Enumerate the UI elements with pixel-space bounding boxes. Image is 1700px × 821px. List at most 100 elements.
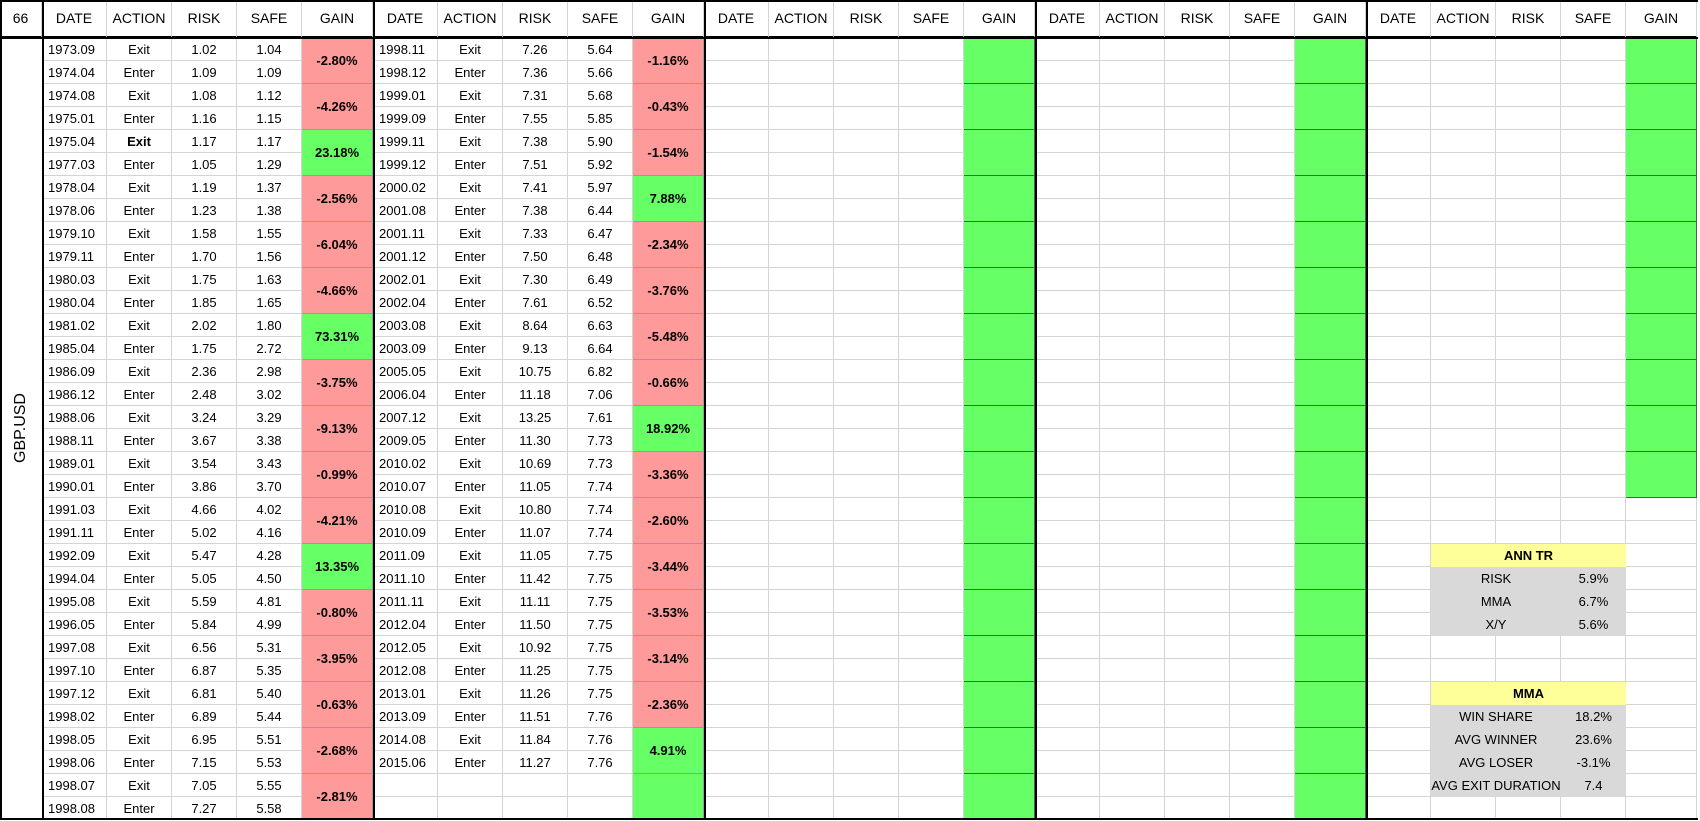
cell-risk[interactable]: 7.50 [503, 245, 568, 268]
gain-cell-empty[interactable] [964, 314, 1035, 360]
empty-cell[interactable] [1366, 222, 1431, 245]
cell-risk[interactable]: 6.81 [172, 682, 237, 705]
empty-cell[interactable] [899, 199, 964, 222]
cell-date[interactable]: 1994.04 [42, 567, 107, 590]
empty-cell[interactable] [1165, 153, 1230, 176]
empty-cell[interactable] [1230, 728, 1295, 751]
cell-action[interactable]: Enter [107, 291, 172, 314]
empty-cell[interactable] [1431, 797, 1496, 820]
empty-cell[interactable] [1165, 475, 1230, 498]
empty-cell[interactable] [769, 613, 834, 636]
cell-risk[interactable]: 2.48 [172, 383, 237, 406]
empty-cell[interactable] [1496, 268, 1561, 291]
cell-safe[interactable]: 5.68 [568, 84, 633, 107]
cell-action[interactable]: Exit [438, 314, 503, 337]
cell-risk[interactable]: 11.27 [503, 751, 568, 774]
empty-cell[interactable] [834, 107, 899, 130]
empty-cell[interactable] [1230, 797, 1295, 820]
empty-cell[interactable] [1496, 199, 1561, 222]
empty-cell[interactable] [1035, 521, 1100, 544]
cell-safe[interactable]: 5.31 [237, 636, 302, 659]
cell-safe[interactable]: 3.29 [237, 406, 302, 429]
cell-date[interactable]: 1986.09 [42, 360, 107, 383]
empty-cell[interactable] [1230, 107, 1295, 130]
empty-cell[interactable] [1561, 176, 1626, 199]
cell-risk[interactable]: 2.02 [172, 314, 237, 337]
empty-cell[interactable] [1496, 475, 1561, 498]
empty-cell[interactable] [568, 797, 633, 820]
cell-action[interactable]: Exit [107, 406, 172, 429]
empty-cell[interactable] [769, 636, 834, 659]
cell-action[interactable]: Enter [438, 705, 503, 728]
empty-cell[interactable] [1626, 613, 1697, 636]
header-risk[interactable]: RISK [834, 0, 899, 38]
empty-cell[interactable] [1366, 130, 1431, 153]
cell-action[interactable]: Exit [107, 636, 172, 659]
cell-risk[interactable]: 6.56 [172, 636, 237, 659]
cell-risk[interactable]: 1.58 [172, 222, 237, 245]
cell-date[interactable]: 2010.02 [373, 452, 438, 475]
empty-cell[interactable] [1366, 245, 1431, 268]
empty-cell[interactable] [834, 705, 899, 728]
cell-action[interactable]: Enter [107, 521, 172, 544]
empty-cell[interactable] [704, 705, 769, 728]
empty-cell[interactable] [1561, 797, 1626, 820]
cell-date[interactable]: 2007.12 [373, 406, 438, 429]
cell-safe[interactable]: 1.09 [237, 61, 302, 84]
empty-cell[interactable] [1496, 84, 1561, 107]
cell-safe[interactable]: 7.73 [568, 429, 633, 452]
empty-cell[interactable] [1496, 291, 1561, 314]
gain-cell[interactable]: 18.92% [633, 406, 704, 452]
empty-cell[interactable] [1561, 337, 1626, 360]
gain-cell[interactable]: -3.75% [302, 360, 373, 406]
empty-cell[interactable] [834, 498, 899, 521]
empty-cell[interactable] [899, 797, 964, 820]
cell-action[interactable]: Enter [107, 199, 172, 222]
cell-safe[interactable]: 5.85 [568, 107, 633, 130]
empty-cell[interactable] [834, 475, 899, 498]
cell-date[interactable]: 1978.04 [42, 176, 107, 199]
cell-action[interactable]: Enter [438, 613, 503, 636]
empty-cell[interactable] [834, 291, 899, 314]
empty-cell[interactable] [704, 337, 769, 360]
empty-cell[interactable] [899, 383, 964, 406]
empty-cell[interactable] [1366, 636, 1431, 659]
cell-safe[interactable]: 7.75 [568, 544, 633, 567]
empty-cell[interactable] [1366, 291, 1431, 314]
empty-cell[interactable] [1100, 406, 1165, 429]
empty-cell[interactable] [1100, 751, 1165, 774]
empty-cell[interactable] [899, 130, 964, 153]
gain-cell[interactable]: -2.68% [302, 728, 373, 774]
cell-action[interactable]: Exit [438, 38, 503, 61]
gain-cell-empty[interactable] [1626, 222, 1697, 268]
cell-risk[interactable]: 7.30 [503, 268, 568, 291]
empty-cell[interactable] [769, 130, 834, 153]
empty-cell[interactable] [1431, 659, 1496, 682]
empty-cell[interactable] [1230, 84, 1295, 107]
gain-cell-empty[interactable] [1295, 130, 1366, 176]
empty-cell[interactable] [704, 521, 769, 544]
empty-cell[interactable] [1431, 61, 1496, 84]
gain-cell[interactable] [633, 774, 704, 820]
cell-risk[interactable]: 11.42 [503, 567, 568, 590]
empty-cell[interactable] [834, 521, 899, 544]
empty-cell[interactable] [899, 406, 964, 429]
empty-cell[interactable] [834, 130, 899, 153]
empty-cell[interactable] [1496, 659, 1561, 682]
cell-safe[interactable]: 1.12 [237, 84, 302, 107]
empty-cell[interactable] [1165, 797, 1230, 820]
empty-cell[interactable] [769, 659, 834, 682]
cell-risk[interactable]: 1.08 [172, 84, 237, 107]
cell-safe[interactable]: 6.48 [568, 245, 633, 268]
cell-safe[interactable]: 6.49 [568, 268, 633, 291]
empty-cell[interactable] [1165, 176, 1230, 199]
cell-date[interactable]: 2011.11 [373, 590, 438, 613]
cell-date[interactable]: 1999.11 [373, 130, 438, 153]
gain-cell-empty[interactable] [964, 406, 1035, 452]
header-gain[interactable]: GAIN [964, 0, 1035, 38]
empty-cell[interactable] [1035, 705, 1100, 728]
empty-cell[interactable] [1366, 84, 1431, 107]
cell-date[interactable]: 1978.06 [42, 199, 107, 222]
empty-cell[interactable] [834, 774, 899, 797]
gain-cell[interactable]: 4.91% [633, 728, 704, 774]
